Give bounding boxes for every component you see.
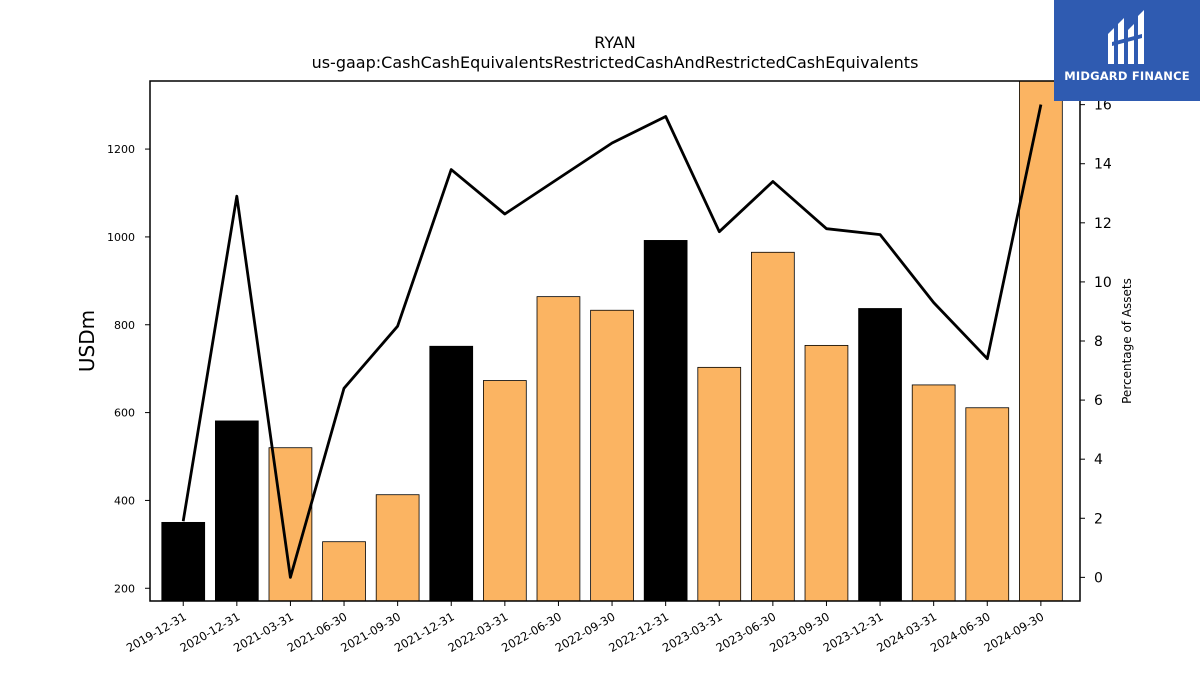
- bar: [1019, 80, 1063, 602]
- y2-tick-label: 4: [1094, 452, 1103, 468]
- y-tick-label: 1200: [107, 143, 135, 156]
- y-tick-label: 600: [114, 407, 135, 420]
- x-tick-label: 2022-12-31: [606, 609, 671, 655]
- y-tick-label: 800: [114, 319, 135, 332]
- y-tick-label: 400: [114, 494, 135, 507]
- midgard-finance-logo: MIDGARD FINANCE: [1054, 0, 1200, 101]
- x-tick-label: 2021-12-31: [392, 609, 457, 655]
- bar: [375, 494, 420, 602]
- x-tick-label: 2019-12-31: [124, 609, 189, 655]
- x-tick-label: 2023-06-30: [713, 609, 778, 655]
- y-axis-right: 0 2 4 6 8 10 12 14 16: [1080, 98, 1112, 586]
- y2-tick-label: 12: [1094, 216, 1112, 232]
- x-tick-label: 2021-09-30: [338, 609, 403, 655]
- x-axis: 2019-12-312020-12-312021-03-312021-06-30…: [124, 601, 1046, 655]
- bar: [643, 240, 688, 602]
- x-tick-label: 2024-03-31: [874, 609, 939, 655]
- bar: [911, 384, 956, 602]
- y2-tick-label: 0: [1094, 570, 1103, 586]
- x-tick-label: 2024-06-30: [928, 609, 993, 655]
- x-tick-label: 2022-03-31: [445, 609, 510, 655]
- x-tick-label: 2021-06-30: [285, 609, 350, 655]
- x-tick-label: 2023-12-31: [821, 609, 886, 655]
- y-axis-left: 200 400 600 800 1000 1200: [107, 143, 150, 595]
- bar: [322, 541, 366, 602]
- x-tick-label: 2022-09-30: [553, 609, 618, 655]
- y2-tick-label: 2: [1094, 511, 1103, 527]
- bar: [751, 251, 795, 602]
- y-tick-label: 200: [114, 582, 135, 595]
- y-tick-label: 1000: [107, 231, 135, 244]
- line-series: [181, 104, 1043, 579]
- bar-series: [161, 80, 1063, 602]
- bar: [429, 345, 474, 602]
- x-tick-label: 2023-03-31: [660, 609, 725, 655]
- midgard-logo-icon: [1108, 10, 1144, 64]
- bar: [214, 420, 259, 602]
- line-path: [181, 104, 1043, 579]
- logo-text: MIDGARD FINANCE: [1064, 69, 1190, 83]
- y2-tick-label: 14: [1094, 157, 1112, 173]
- x-tick-label: 2024-09-30: [981, 609, 1046, 655]
- chart-subtitle: us-gaap:CashCashEquivalentsRestrictedCas…: [312, 53, 919, 72]
- y2-tick-label: 10: [1094, 275, 1112, 291]
- x-tick-label: 2022-06-30: [499, 609, 564, 655]
- bar: [697, 366, 742, 602]
- bar: [161, 521, 206, 602]
- x-tick-label: 2023-09-30: [767, 609, 832, 655]
- bar: [858, 308, 902, 602]
- chart-title: RYAN: [594, 33, 636, 52]
- bar: [483, 380, 527, 602]
- x-tick-label: 2021-03-31: [231, 609, 296, 655]
- y2-axis-label: Percentage of Assets: [1120, 278, 1134, 404]
- bar: [590, 309, 634, 602]
- bar: [965, 407, 1010, 602]
- x-tick-label: 2020-12-31: [177, 609, 242, 655]
- y2-tick-label: 6: [1094, 393, 1103, 409]
- bar: [804, 344, 849, 602]
- bar: [536, 296, 581, 602]
- y2-tick-label: 8: [1094, 334, 1103, 350]
- y-axis-label: USDm: [75, 310, 99, 372]
- y2-tick-label: 16: [1094, 98, 1112, 114]
